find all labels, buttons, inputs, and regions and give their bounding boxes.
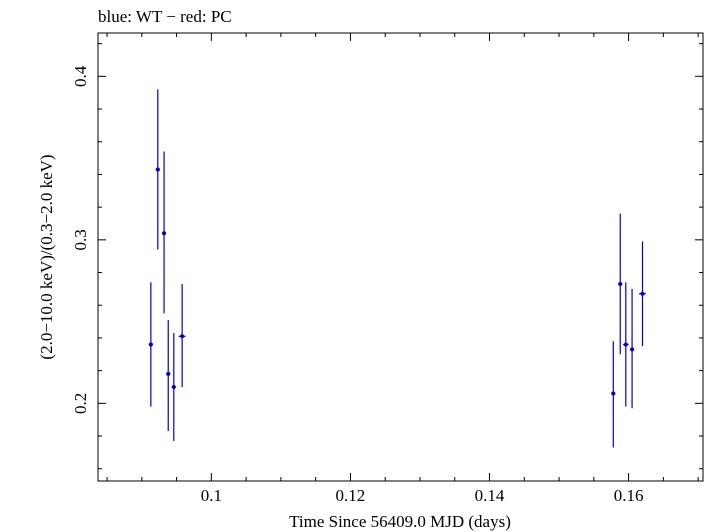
data-point — [148, 282, 153, 407]
y-tick-label: 0.3 — [71, 229, 90, 250]
y-tick-label: 0.4 — [71, 65, 90, 87]
point-marker — [640, 291, 645, 296]
y-axis-label: (2.0−10.0 keV)/(0.3−2.0 keV) — [37, 154, 56, 359]
point-marker — [166, 371, 171, 376]
data-point — [155, 89, 160, 250]
data-point — [611, 341, 616, 448]
point-marker — [155, 167, 160, 172]
x-axis-label: Time Since 56409.0 MJD (days) — [289, 512, 511, 531]
y-axis-ticks: 0.2 0.3 0.4 — [71, 43, 703, 470]
x-tick-label: 0.1 — [201, 486, 222, 505]
data-points — [148, 89, 646, 448]
point-marker — [611, 391, 616, 396]
x-tick-label: 0.12 — [336, 486, 366, 505]
point-marker — [171, 384, 176, 389]
data-point — [629, 288, 635, 409]
data-point — [623, 282, 629, 407]
point-marker — [618, 281, 623, 286]
point-marker — [180, 334, 185, 339]
point-marker — [162, 231, 167, 236]
y-tick-label: 0.2 — [71, 393, 90, 414]
data-point — [639, 241, 646, 347]
point-marker — [148, 342, 153, 347]
x-tick-label: 0.16 — [614, 486, 644, 505]
chart-title: blue: WT − red: PC — [98, 7, 232, 26]
data-point — [171, 333, 176, 441]
data-point — [161, 151, 167, 314]
x-axis-ticks: 0.1 0.12 0.14 0.16 — [106, 33, 699, 505]
x-tick-label: 0.14 — [475, 486, 505, 505]
data-point — [166, 319, 171, 432]
point-marker — [630, 347, 635, 352]
data-point — [178, 283, 186, 387]
point-marker — [623, 342, 628, 347]
plot-frame — [97, 32, 704, 482]
data-point — [618, 213, 623, 355]
